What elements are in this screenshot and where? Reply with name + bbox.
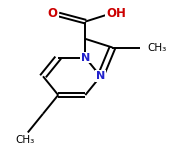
Text: OH: OH [106, 7, 126, 20]
Text: N: N [81, 53, 90, 63]
Text: N: N [96, 71, 105, 81]
Text: CH₃: CH₃ [148, 42, 167, 53]
Text: CH₃: CH₃ [15, 135, 34, 145]
Text: O: O [48, 7, 58, 20]
